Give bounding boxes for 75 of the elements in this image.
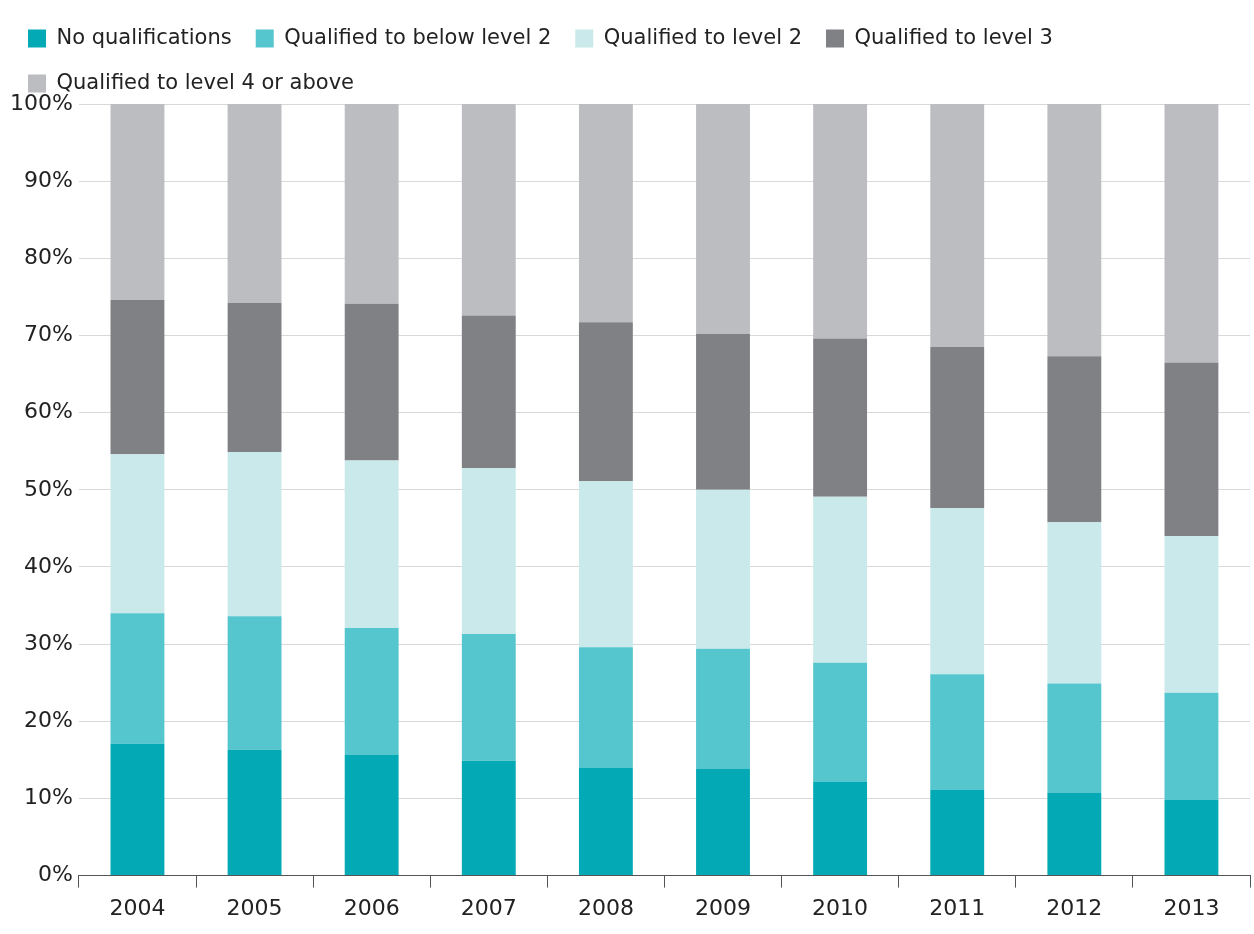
x-tick-label: 2012 (1046, 894, 1103, 920)
bar (227, 104, 282, 304)
y-tick-label: 20% (23, 707, 73, 732)
bar (110, 299, 165, 455)
bar (696, 104, 750, 334)
bar (1164, 536, 1219, 693)
bar (813, 662, 868, 782)
bar (1164, 692, 1219, 800)
bar (813, 781, 868, 876)
bar (930, 508, 985, 675)
bar (1047, 793, 1102, 876)
bar (578, 104, 633, 323)
bar (110, 104, 165, 300)
bar (696, 333, 750, 490)
legend-label: Qualified to below level 2 (284, 24, 552, 49)
bar (696, 769, 750, 876)
bar (1047, 356, 1102, 523)
bar (227, 616, 282, 750)
x-tick-label: 2013 (1163, 894, 1220, 920)
bar (930, 789, 985, 876)
bar (930, 104, 985, 348)
legend-label: Qualified to level 2 (603, 24, 803, 49)
bar (1164, 799, 1219, 876)
bar (1164, 104, 1219, 363)
bar (930, 674, 985, 790)
x-tick-label: 2011 (929, 894, 986, 920)
bar (1047, 522, 1102, 684)
y-tick-label: 50% (23, 475, 73, 501)
x-tick-label: 2009 (695, 894, 751, 920)
x-tick-label: 2010 (812, 894, 869, 920)
bar (930, 347, 985, 509)
bar (461, 315, 516, 469)
bar (696, 489, 750, 649)
bar (1047, 104, 1102, 357)
bar (110, 613, 165, 744)
y-tick-label: 40% (23, 552, 73, 578)
bar (578, 647, 633, 768)
bar (227, 749, 282, 876)
y-tick-label: 30% (23, 629, 73, 655)
bar (1164, 362, 1219, 537)
x-tick-label: 2008 (577, 894, 634, 920)
y-tick-label: 0% (37, 861, 73, 887)
bar (227, 451, 282, 617)
x-tick-label: 2005 (226, 894, 283, 920)
bar (110, 454, 165, 614)
bar (461, 760, 516, 876)
legend-label: Qualified to level 4 or above (56, 69, 354, 94)
bar (344, 303, 399, 461)
bar (461, 634, 516, 761)
y-tick-label: 10% (23, 784, 73, 810)
bar (1047, 683, 1102, 794)
y-tick-label: 80% (23, 244, 73, 270)
bar (344, 460, 399, 628)
bar (578, 481, 633, 648)
bar (578, 322, 633, 482)
y-tick-label: 70% (23, 321, 73, 347)
bar (344, 104, 399, 304)
x-tick-label: 2007 (460, 894, 517, 920)
y-tick-label: 90% (23, 166, 73, 192)
x-tick-label: 2004 (109, 894, 166, 920)
y-tick-label: 60% (23, 398, 73, 424)
bar (813, 338, 868, 497)
bar (813, 496, 868, 663)
bar (110, 743, 165, 876)
bar (344, 627, 399, 755)
bar (227, 303, 282, 452)
bar (461, 104, 516, 316)
bar (813, 104, 868, 339)
bar (696, 648, 750, 770)
x-tick-label: 2006 (343, 894, 400, 920)
legend-label: Qualified to level 3 (854, 24, 1053, 49)
bar (578, 767, 633, 876)
legend-label: No qualifications (56, 24, 232, 49)
bar (344, 754, 399, 876)
bar (461, 468, 516, 635)
